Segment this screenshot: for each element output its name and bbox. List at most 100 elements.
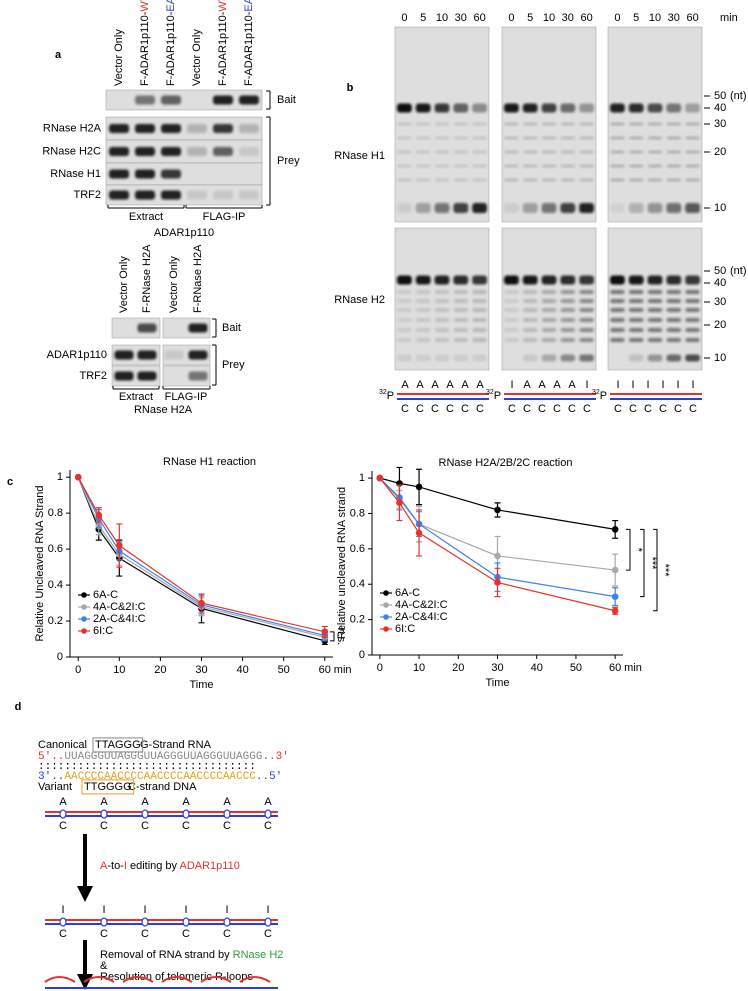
data-point <box>611 566 619 574</box>
base-label: A <box>100 796 108 808</box>
gel-band <box>453 354 469 362</box>
gel-band <box>434 275 450 285</box>
gel-band <box>610 338 625 342</box>
gel-band <box>579 318 594 322</box>
time-label: 5 <box>633 12 639 24</box>
x-tick-label: 50 <box>570 662 582 674</box>
gel-band <box>685 338 700 342</box>
base-label: C <box>100 820 108 832</box>
text-piece: ADAR1p110 <box>180 860 240 872</box>
data-point <box>95 511 103 519</box>
bubble <box>264 917 272 927</box>
y-axis-label: Relative uncleaved RNA strand <box>336 487 348 639</box>
text-piece: A <box>100 860 108 872</box>
gel-band <box>522 178 538 182</box>
bubble <box>182 809 190 819</box>
legend-marker <box>383 626 389 632</box>
lane-tag: WT <box>217 0 229 12</box>
gel-band <box>610 203 625 213</box>
base-label: C <box>182 820 190 832</box>
lane-name: Vector Only <box>191 29 203 86</box>
gel-band <box>685 136 700 140</box>
size-label: 20 <box>714 319 726 331</box>
base-label: I <box>585 379 588 391</box>
time-label: 0 <box>508 12 514 24</box>
base-label: A <box>553 379 561 391</box>
x-tick-label: 40 <box>236 664 248 676</box>
size-label: 50 <box>714 90 726 102</box>
gel-band <box>560 136 576 140</box>
gel-band <box>472 150 487 154</box>
protein-label: ADAR1p110 <box>154 227 214 239</box>
chart-title: RNase H2A/2B/2C reaction <box>439 457 573 469</box>
gel-band <box>685 318 700 322</box>
base-label: C <box>461 403 469 415</box>
base-label: A <box>431 379 439 391</box>
gel-band <box>415 150 431 154</box>
base-label: C <box>182 928 190 940</box>
gel-band <box>685 354 700 362</box>
lane-name: F-ADAR1p110- <box>139 11 151 86</box>
gel-band <box>610 308 625 312</box>
gel <box>111 365 161 387</box>
gel-band <box>666 290 682 294</box>
gel-band <box>541 318 557 322</box>
time-label: 5 <box>527 12 533 24</box>
gel-band <box>504 290 519 294</box>
gel-band <box>647 354 663 362</box>
data-point <box>611 607 619 615</box>
gel-band <box>610 136 625 140</box>
data-point <box>494 579 501 586</box>
box <box>92 737 144 753</box>
gel-band <box>685 178 700 182</box>
row-label: TRF2 <box>74 189 102 201</box>
legend-label: 2A-C&4I:C <box>93 613 146 625</box>
lane-name: F-ADAR1p110- <box>217 11 229 86</box>
legend-marker <box>81 592 87 598</box>
gel-band <box>188 323 208 333</box>
base-label: I <box>266 904 269 916</box>
gel-band <box>685 103 700 113</box>
gel-band <box>397 308 412 312</box>
gel-band <box>434 318 450 322</box>
gel-band <box>504 203 519 213</box>
gel-band <box>666 122 682 126</box>
gel-band <box>135 124 155 133</box>
legend-label: 6A-C <box>93 589 118 601</box>
gel-band <box>472 354 487 362</box>
gel-band <box>453 150 469 154</box>
panel-label: c <box>7 476 13 488</box>
gel-band <box>135 190 155 200</box>
row-label: RNase H2A <box>43 122 102 134</box>
gel-band <box>109 169 129 179</box>
gel-band <box>610 103 625 113</box>
gel-band <box>685 290 700 294</box>
gel-band <box>504 338 519 342</box>
panel-label: d <box>15 701 22 713</box>
base-label: I <box>646 379 649 391</box>
data-point <box>494 552 501 560</box>
base-label: C <box>141 820 149 832</box>
gel-band <box>239 147 259 156</box>
base-label: A <box>264 796 272 808</box>
gel-band <box>610 275 625 285</box>
base-label: I <box>61 904 64 916</box>
gel-band <box>522 275 538 285</box>
gel-band <box>472 203 487 213</box>
gel-band <box>628 275 644 285</box>
base-label: A <box>182 796 190 808</box>
isotope-number: 32 <box>379 389 387 396</box>
gel-band <box>187 124 207 133</box>
size-label: 30 <box>714 296 726 308</box>
gel-band <box>434 308 450 312</box>
gel-band <box>397 275 412 285</box>
group-label: FLAG-IP <box>165 391 208 403</box>
base-label: C <box>223 928 231 940</box>
lane-tag: WT <box>139 0 151 12</box>
legend-marker <box>383 590 389 596</box>
gel-band <box>472 299 487 303</box>
time-label: 10 <box>436 12 448 24</box>
gel-band <box>213 147 233 156</box>
gel <box>162 317 211 339</box>
bubble <box>223 917 231 927</box>
